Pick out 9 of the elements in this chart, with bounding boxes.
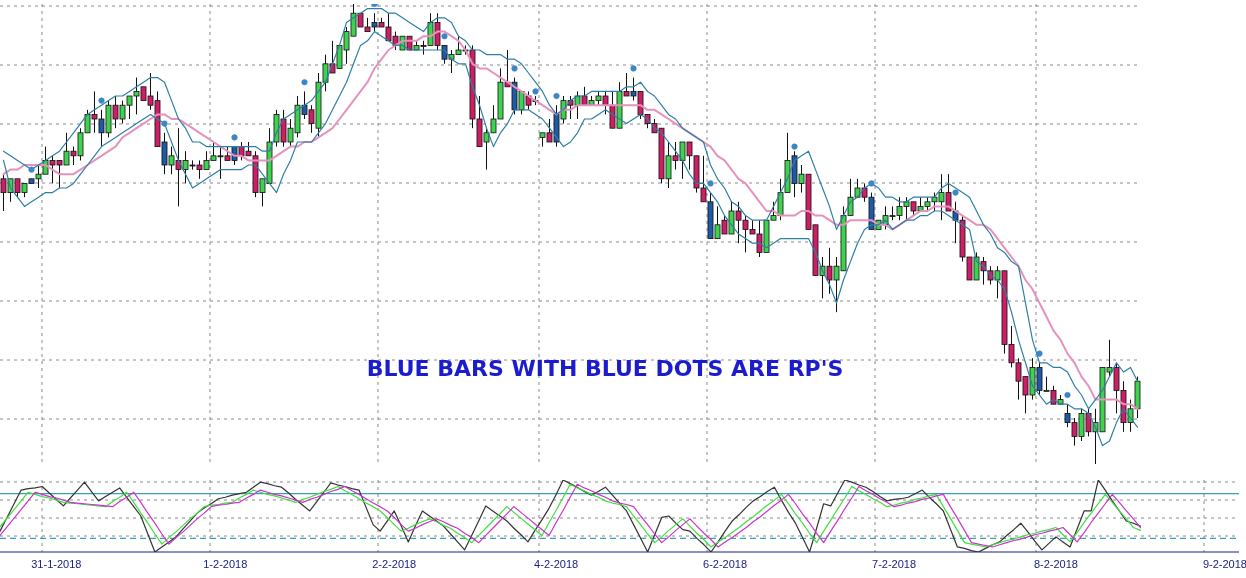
x-tick-label: 9-2-2018 — [1202, 557, 1246, 570]
x-tick-label: 31-1-2018 — [31, 557, 82, 570]
x-tick-label: 4-2-2018 — [534, 557, 579, 570]
x-tick-label: 2-2-2018 — [372, 557, 417, 570]
x-tick-label: 8-2-2018 — [1033, 557, 1078, 570]
x-tick-label: 7-2-2018 — [872, 557, 917, 570]
annotation: BLUE BARS WITH BLUE DOTS ARE RP'S — [365, 356, 845, 381]
x-tick-label: 6-2-2018 — [703, 557, 748, 570]
x-tick-label: 1-2-2018 — [203, 557, 248, 570]
